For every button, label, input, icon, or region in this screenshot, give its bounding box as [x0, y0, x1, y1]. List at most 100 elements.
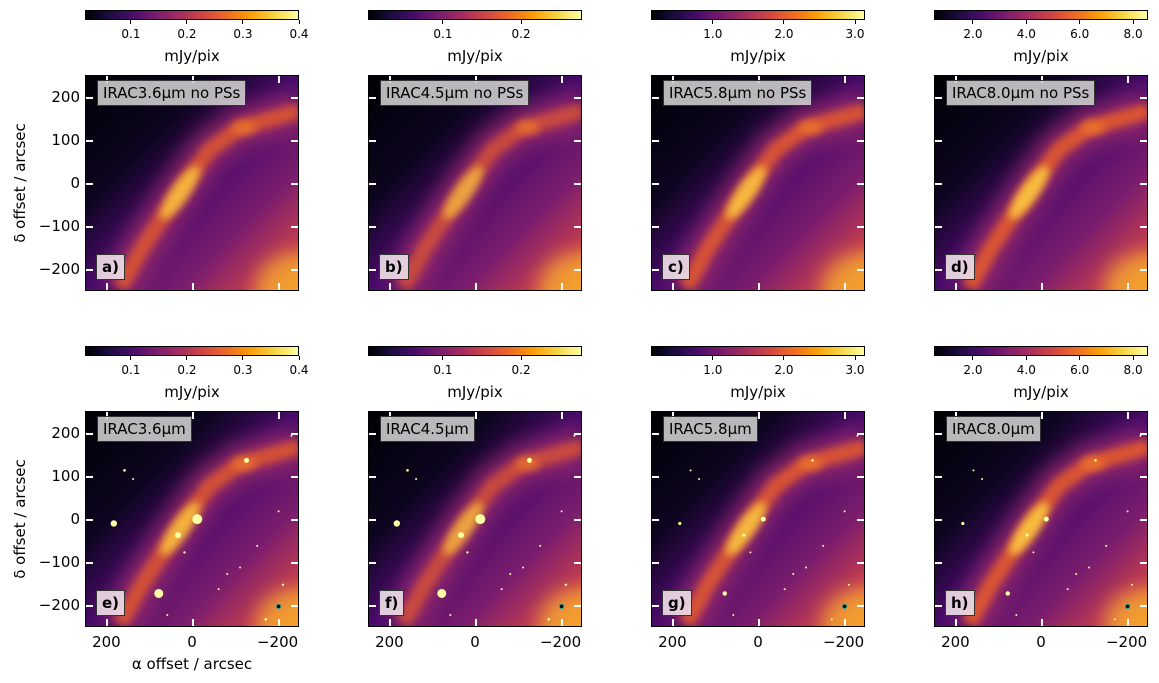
point-source: [822, 544, 825, 547]
heatmap-image: [652, 412, 864, 626]
y-tick: [574, 269, 581, 272]
y-tick: [369, 475, 376, 478]
x-tick: [106, 76, 109, 83]
colorbar-tick-label: 6.0: [1070, 363, 1090, 377]
colorbar-tick: [520, 20, 522, 24]
point-source: [132, 477, 135, 480]
x-tick: [277, 619, 280, 626]
point-source: [239, 566, 242, 569]
colorbar-tick: [186, 20, 188, 24]
colorbar: [934, 10, 1148, 20]
y-tick: [652, 183, 659, 185]
y-tick: [369, 183, 376, 185]
point-source: [406, 469, 409, 472]
point-source: [527, 457, 532, 463]
x-tick: [955, 412, 958, 419]
filament-knot: [232, 120, 257, 135]
point-source: [847, 583, 850, 586]
point-source: [226, 573, 229, 575]
x-tick: [758, 76, 760, 83]
y-tick: [857, 562, 864, 565]
point-source-dark: [1124, 603, 1131, 610]
y-tick-label: −200: [38, 260, 80, 279]
x-tick: [843, 619, 846, 626]
y-tick: [574, 432, 581, 435]
panel-letter: h): [945, 590, 975, 616]
y-tick: [1140, 269, 1147, 272]
filament-core: [1009, 501, 1049, 556]
x-tick-label: 0: [753, 633, 763, 651]
point-source: [1075, 573, 1078, 575]
x-tick: [1041, 412, 1043, 419]
y-tick: [574, 226, 581, 229]
point-source: [290, 434, 293, 437]
y-tick: [291, 605, 298, 608]
x-tick-label: 0: [470, 633, 480, 651]
y-tick-label: −200: [38, 596, 80, 615]
panel-title: IRAC8.0μm no PSs: [946, 80, 1096, 106]
x-tick: [277, 412, 280, 419]
x-tick: [192, 412, 194, 419]
point-source: [522, 566, 525, 569]
x-tick: [106, 412, 109, 419]
x-tick: [389, 76, 392, 83]
y-tick: [369, 519, 376, 521]
colorbar-tick: [130, 20, 132, 24]
filament-core: [160, 501, 200, 556]
y-tick: [86, 605, 93, 608]
x-tick: [1041, 76, 1043, 83]
y-tick: [857, 605, 864, 608]
colorbar-tick-label: 4.0: [1016, 27, 1036, 41]
point-source: [123, 469, 126, 472]
y-tick: [291, 96, 298, 99]
x-tick: [560, 619, 563, 626]
x-tick-label: −200: [539, 633, 582, 651]
point-source: [1139, 434, 1142, 437]
colorbar-tick-label: 0.3: [233, 363, 253, 377]
colorbar-tick-label: 2.0: [963, 27, 983, 41]
y-tick: [935, 605, 942, 608]
y-tick: [652, 96, 659, 99]
y-tick: [652, 562, 659, 565]
point-source: [500, 588, 503, 591]
x-tick-label: 0: [187, 633, 197, 651]
point-source: [1066, 588, 1069, 591]
image-panel: IRAC3.6μm no PSs a): [85, 75, 299, 291]
y-tick: [574, 96, 581, 99]
point-source: [458, 532, 465, 539]
y-tick: [1140, 96, 1147, 99]
y-tick-label: 200: [51, 87, 80, 106]
y-tick: [574, 605, 581, 608]
y-tick: [857, 519, 864, 521]
y-tick: [1140, 519, 1147, 521]
point-source: [560, 510, 563, 513]
y-tick: [857, 269, 864, 272]
x-tick: [560, 283, 563, 290]
colorbar-tick-label: 0.1: [433, 27, 453, 41]
point-source: [811, 459, 814, 462]
x-tick: [1126, 619, 1129, 626]
colorbar-label: mJy/pix: [164, 47, 220, 65]
x-tick-label: 200: [375, 633, 404, 651]
y-tick: [574, 475, 581, 478]
panel-title: IRAC3.6μm: [97, 416, 192, 442]
y-tick: [291, 475, 298, 478]
point-source: [466, 551, 469, 554]
y-tick: [652, 519, 659, 521]
y-tick: [1140, 605, 1147, 608]
panel-title: IRAC5.8μm no PSs: [663, 80, 813, 106]
point-source: [277, 510, 280, 513]
x-tick: [1126, 412, 1129, 419]
x-tick-label: −200: [256, 633, 299, 651]
point-source-dark: [841, 603, 848, 610]
image-panel: IRAC4.5μm f): [368, 411, 582, 627]
bright-corner: [255, 252, 298, 290]
y-tick: [86, 96, 93, 99]
colorbar-tick-label: 0.4: [289, 27, 309, 41]
x-tick: [1041, 283, 1043, 290]
x-axis-label: α offset / arcsec: [131, 655, 253, 673]
filament-knot: [1081, 456, 1106, 471]
point-source: [783, 588, 786, 591]
colorbar-tick: [972, 356, 974, 360]
point-source: [972, 469, 975, 472]
